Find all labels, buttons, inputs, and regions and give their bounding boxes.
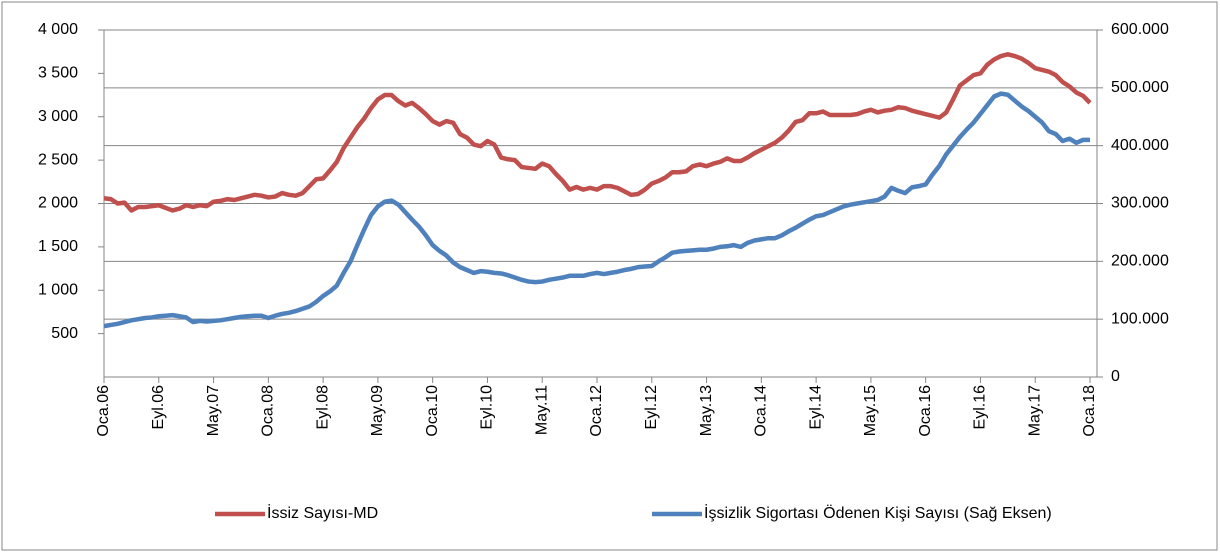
y-tick-label: 500 xyxy=(51,325,78,342)
y-tick-label: 2 000 xyxy=(38,195,78,212)
x-tick-label: May.07 xyxy=(205,385,222,436)
x-tick-label: Eyl.16 xyxy=(972,385,989,430)
y-tick-label: 3 000 xyxy=(38,108,78,125)
x-tick-label: Eyl.14 xyxy=(807,385,824,430)
x-tick-label: Oca.12 xyxy=(588,385,605,437)
x-tick-label: Oca.18 xyxy=(1081,385,1098,437)
x-tick-label: May.15 xyxy=(862,385,879,436)
x-tick-label: May.11 xyxy=(533,385,550,435)
y2-tick-label: 0 xyxy=(1111,368,1120,385)
y2-tick-label: 300.000 xyxy=(1111,195,1169,212)
x-tick-label: May.09 xyxy=(369,385,386,436)
legend-label: İşsizlik Sigortası Ödenen Kişi Sayısı (S… xyxy=(704,503,1052,522)
x-tick-label: Eyl.08 xyxy=(314,385,331,430)
x-tick-label: Oca.14 xyxy=(753,385,770,437)
y2-tick-label: 500.000 xyxy=(1111,79,1169,96)
y2-tick-label: 400.000 xyxy=(1111,137,1169,154)
x-tick-label: Eyl.12 xyxy=(643,385,660,430)
y-tick-label: 2 500 xyxy=(38,151,78,168)
x-tick-label: Oca.06 xyxy=(95,385,112,437)
x-tick-label: May.13 xyxy=(698,385,715,436)
x-tick-label: Oca.16 xyxy=(917,385,934,437)
x-tick-label: Eyl.06 xyxy=(150,385,167,430)
x-tick-label: Oca.08 xyxy=(260,385,277,437)
legend-label: İssiz Sayısı-MD xyxy=(267,503,378,522)
y2-tick-label: 600.000 xyxy=(1111,21,1169,38)
x-tick-label: Oca.10 xyxy=(424,385,441,437)
series-line xyxy=(103,52,1092,213)
y2-tick-label: 200.000 xyxy=(1111,253,1169,270)
series-line xyxy=(103,91,1090,329)
y-tick-label: 1 500 xyxy=(38,238,78,255)
x-tick-label: Eyl.10 xyxy=(479,385,496,430)
y2-tick-label: 100.000 xyxy=(1111,310,1169,327)
x-tick-label: May.17 xyxy=(1026,385,1043,436)
y-tick-label: 3 500 xyxy=(38,65,78,82)
y-tick-label: 4 000 xyxy=(38,21,78,38)
y-tick-label: 1 000 xyxy=(38,281,78,298)
